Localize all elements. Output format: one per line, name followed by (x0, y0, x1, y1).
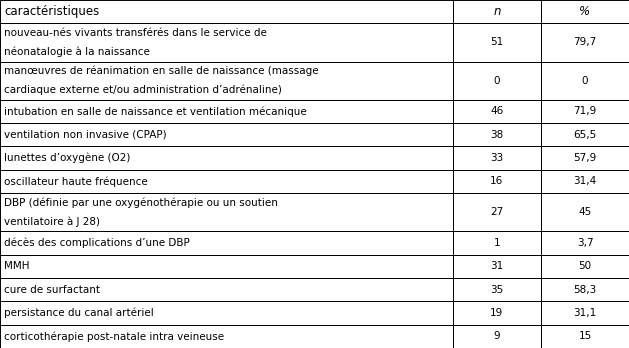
Text: 65,5: 65,5 (574, 130, 596, 140)
Text: 31,1: 31,1 (574, 308, 596, 318)
Text: 1: 1 (494, 238, 500, 248)
Text: DBP (définie par une oxygénothérapie ou un soutien: DBP (définie par une oxygénothérapie ou … (4, 197, 278, 208)
Bar (453, 170, 541, 193)
Bar (453, 123, 541, 147)
Text: 51: 51 (490, 38, 504, 47)
Bar (0, 62, 453, 100)
Bar (453, 0, 541, 23)
Text: corticothérapie post-natale intra veineuse: corticothérapie post-natale intra veineu… (4, 331, 224, 342)
Bar (453, 62, 541, 100)
Text: cardiaque externe et/ou administration d’adrénaline): cardiaque externe et/ou administration d… (4, 85, 282, 95)
Text: 35: 35 (490, 285, 504, 295)
Text: %: % (579, 5, 591, 18)
Bar (0, 231, 453, 255)
Bar (0, 255, 453, 278)
Bar (0, 0, 453, 23)
Bar (453, 23, 541, 62)
Bar (541, 170, 629, 193)
Text: 9: 9 (494, 331, 500, 341)
Text: manœuvres de réanimation en salle de naissance (massage: manœuvres de réanimation en salle de nai… (4, 66, 319, 76)
Text: cure de surfactant: cure de surfactant (4, 285, 100, 295)
Bar (541, 62, 629, 100)
Text: oscillateur haute fréquence: oscillateur haute fréquence (4, 176, 148, 187)
Text: 19: 19 (490, 308, 504, 318)
Bar (453, 301, 541, 325)
Text: intubation en salle de naissance et ventilation mécanique: intubation en salle de naissance et vent… (4, 106, 307, 117)
Text: 58,3: 58,3 (574, 285, 596, 295)
Text: lunettes d’oxygène (O2): lunettes d’oxygène (O2) (4, 153, 130, 163)
Bar (541, 123, 629, 147)
Text: 0: 0 (582, 76, 588, 86)
Bar (541, 23, 629, 62)
Text: 15: 15 (578, 331, 592, 341)
Text: caractéristiques: caractéristiques (4, 5, 99, 18)
Text: 79,7: 79,7 (574, 38, 596, 47)
Text: 33: 33 (490, 153, 504, 163)
Bar (541, 147, 629, 170)
Text: 46: 46 (490, 106, 504, 116)
Bar (541, 100, 629, 123)
Text: 45: 45 (578, 207, 592, 217)
Text: persistance du canal artériel: persistance du canal artériel (4, 308, 153, 318)
Bar (453, 278, 541, 301)
Bar (541, 0, 629, 23)
Bar (0, 170, 453, 193)
Text: MMH: MMH (4, 261, 30, 271)
Bar (453, 231, 541, 255)
Bar (453, 325, 541, 348)
Bar (541, 231, 629, 255)
Text: ventilation non invasive (CPAP): ventilation non invasive (CPAP) (4, 130, 167, 140)
Bar (541, 301, 629, 325)
Bar (453, 100, 541, 123)
Bar (0, 147, 453, 170)
Text: 0: 0 (494, 76, 500, 86)
Bar (0, 123, 453, 147)
Bar (541, 325, 629, 348)
Bar (0, 278, 453, 301)
Text: 31: 31 (490, 261, 504, 271)
Text: 71,9: 71,9 (574, 106, 596, 116)
Bar (0, 23, 453, 62)
Bar (0, 301, 453, 325)
Bar (541, 255, 629, 278)
Bar (0, 325, 453, 348)
Text: décès des complications d’une DBP: décès des complications d’une DBP (4, 238, 190, 248)
Text: néonatalogie à la naissance: néonatalogie à la naissance (4, 47, 150, 57)
Text: n: n (493, 5, 501, 18)
Text: 16: 16 (490, 176, 504, 187)
Text: nouveau-nés vivants transférés dans le service de: nouveau-nés vivants transférés dans le s… (4, 28, 267, 38)
Bar (541, 193, 629, 231)
Text: 27: 27 (490, 207, 504, 217)
Bar (0, 100, 453, 123)
Bar (0, 193, 453, 231)
Bar (453, 255, 541, 278)
Text: 3,7: 3,7 (577, 238, 593, 248)
Text: 31,4: 31,4 (574, 176, 596, 187)
Text: 50: 50 (579, 261, 591, 271)
Bar (453, 147, 541, 170)
Text: ventilatoire à J 28): ventilatoire à J 28) (4, 216, 100, 227)
Bar (541, 278, 629, 301)
Bar (453, 193, 541, 231)
Text: 38: 38 (490, 130, 504, 140)
Text: 57,9: 57,9 (574, 153, 596, 163)
